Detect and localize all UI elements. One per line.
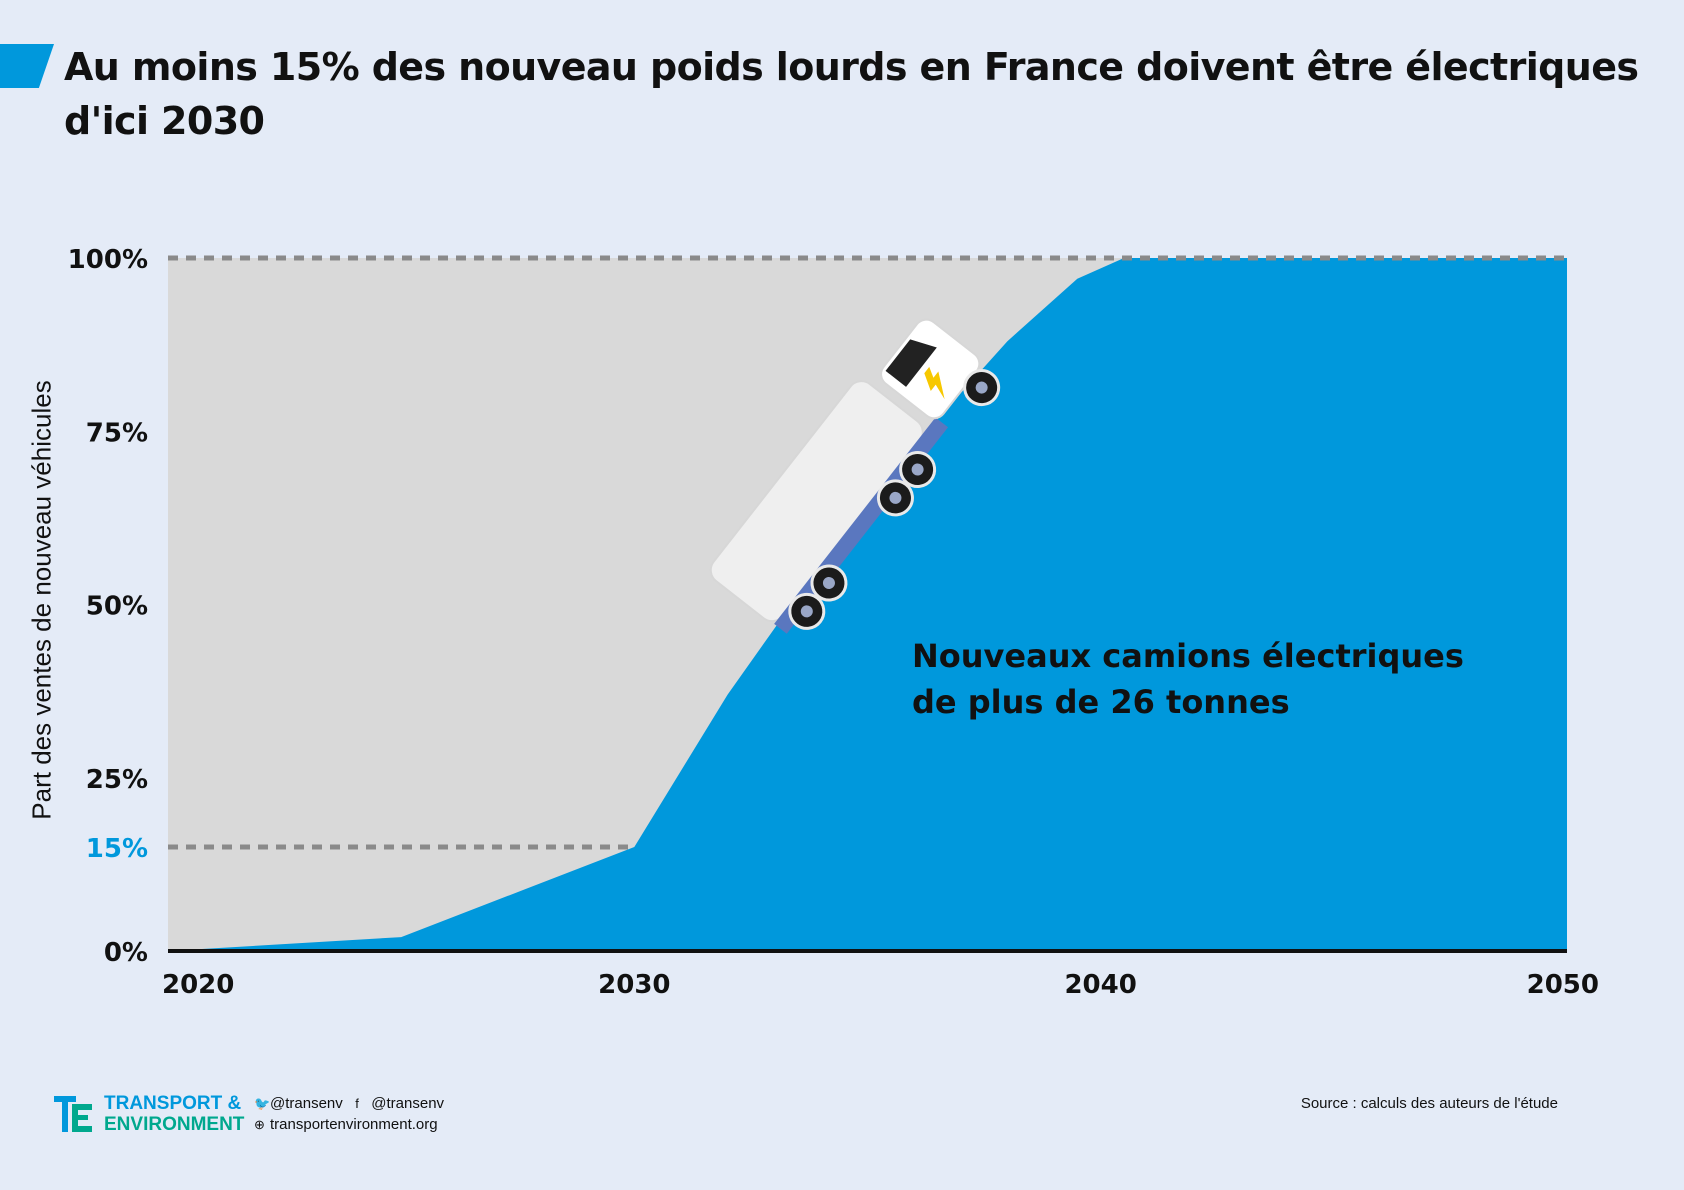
te-logo-icon: [54, 1096, 92, 1132]
y-tick-label: 75%: [86, 418, 148, 448]
y-tick-label: 15%: [86, 834, 148, 864]
y-tick-label: 100%: [68, 245, 148, 275]
electric-trucks-area: [168, 258, 1567, 951]
electric-truck-illustration: [709, 318, 1001, 634]
facebook-icon: f: [355, 1096, 359, 1111]
y-tick-label: 50%: [86, 592, 148, 622]
y-tick-label: 25%: [86, 765, 148, 795]
series-annotation-line-2: de plus de 26 tonnes: [912, 683, 1290, 721]
series-annotation-line-1: Nouveaux camions électriques: [912, 637, 1464, 675]
facebook-handle[interactable]: @transenv: [371, 1095, 445, 1112]
y-tick-label: 0%: [104, 938, 148, 968]
x-tick-label: 2030: [598, 970, 670, 1000]
brand-name-line-1: TRANSPORT &: [104, 1093, 242, 1114]
chart-title: Au moins 15% des nouveau poids lourds en…: [64, 45, 1639, 143]
globe-icon: ⊕: [254, 1117, 265, 1132]
website-link[interactable]: transportenvironment.org: [270, 1116, 438, 1133]
social-links: 🐦@transenv f @transenv ⊕ transportenvironm…: [254, 1093, 444, 1135]
brand-name-line-2: ENVIRONMENT: [104, 1114, 245, 1135]
x-tick-label: 2050: [1527, 970, 1599, 1000]
source-note: Source : calculs des auteurs de l'étude: [1300, 1095, 1558, 1112]
x-tick-label: 2040: [1064, 970, 1136, 1000]
twitter-handle[interactable]: @transenv: [270, 1095, 343, 1112]
transport-environment-logo[interactable]: TRANSPORT & ENVIRONMENT: [54, 1093, 244, 1135]
x-tick-label: 2020: [162, 970, 234, 1000]
twitter-icon: 🐦: [254, 1096, 271, 1111]
